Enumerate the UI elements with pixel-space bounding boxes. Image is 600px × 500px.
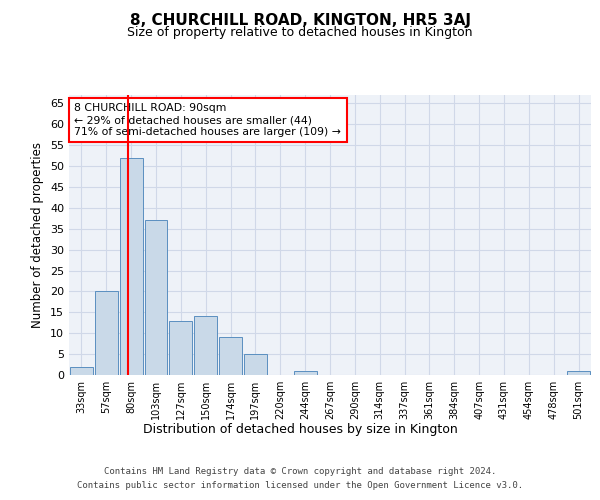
Bar bbox=[145, 220, 167, 375]
Bar bbox=[294, 371, 317, 375]
Bar bbox=[219, 338, 242, 375]
Bar bbox=[567, 371, 590, 375]
Text: Contains public sector information licensed under the Open Government Licence v3: Contains public sector information licen… bbox=[77, 481, 523, 490]
Bar bbox=[120, 158, 143, 375]
Text: 8, CHURCHILL ROAD, KINGTON, HR5 3AJ: 8, CHURCHILL ROAD, KINGTON, HR5 3AJ bbox=[130, 12, 470, 28]
Bar bbox=[169, 320, 192, 375]
Bar bbox=[70, 366, 93, 375]
Bar bbox=[194, 316, 217, 375]
Bar bbox=[95, 292, 118, 375]
Text: Contains HM Land Registry data © Crown copyright and database right 2024.: Contains HM Land Registry data © Crown c… bbox=[104, 468, 496, 476]
Text: Distribution of detached houses by size in Kington: Distribution of detached houses by size … bbox=[143, 422, 457, 436]
Text: 8 CHURCHILL ROAD: 90sqm
← 29% of detached houses are smaller (44)
71% of semi-de: 8 CHURCHILL ROAD: 90sqm ← 29% of detache… bbox=[74, 104, 341, 136]
Text: Size of property relative to detached houses in Kington: Size of property relative to detached ho… bbox=[127, 26, 473, 39]
Bar bbox=[244, 354, 267, 375]
Y-axis label: Number of detached properties: Number of detached properties bbox=[31, 142, 44, 328]
